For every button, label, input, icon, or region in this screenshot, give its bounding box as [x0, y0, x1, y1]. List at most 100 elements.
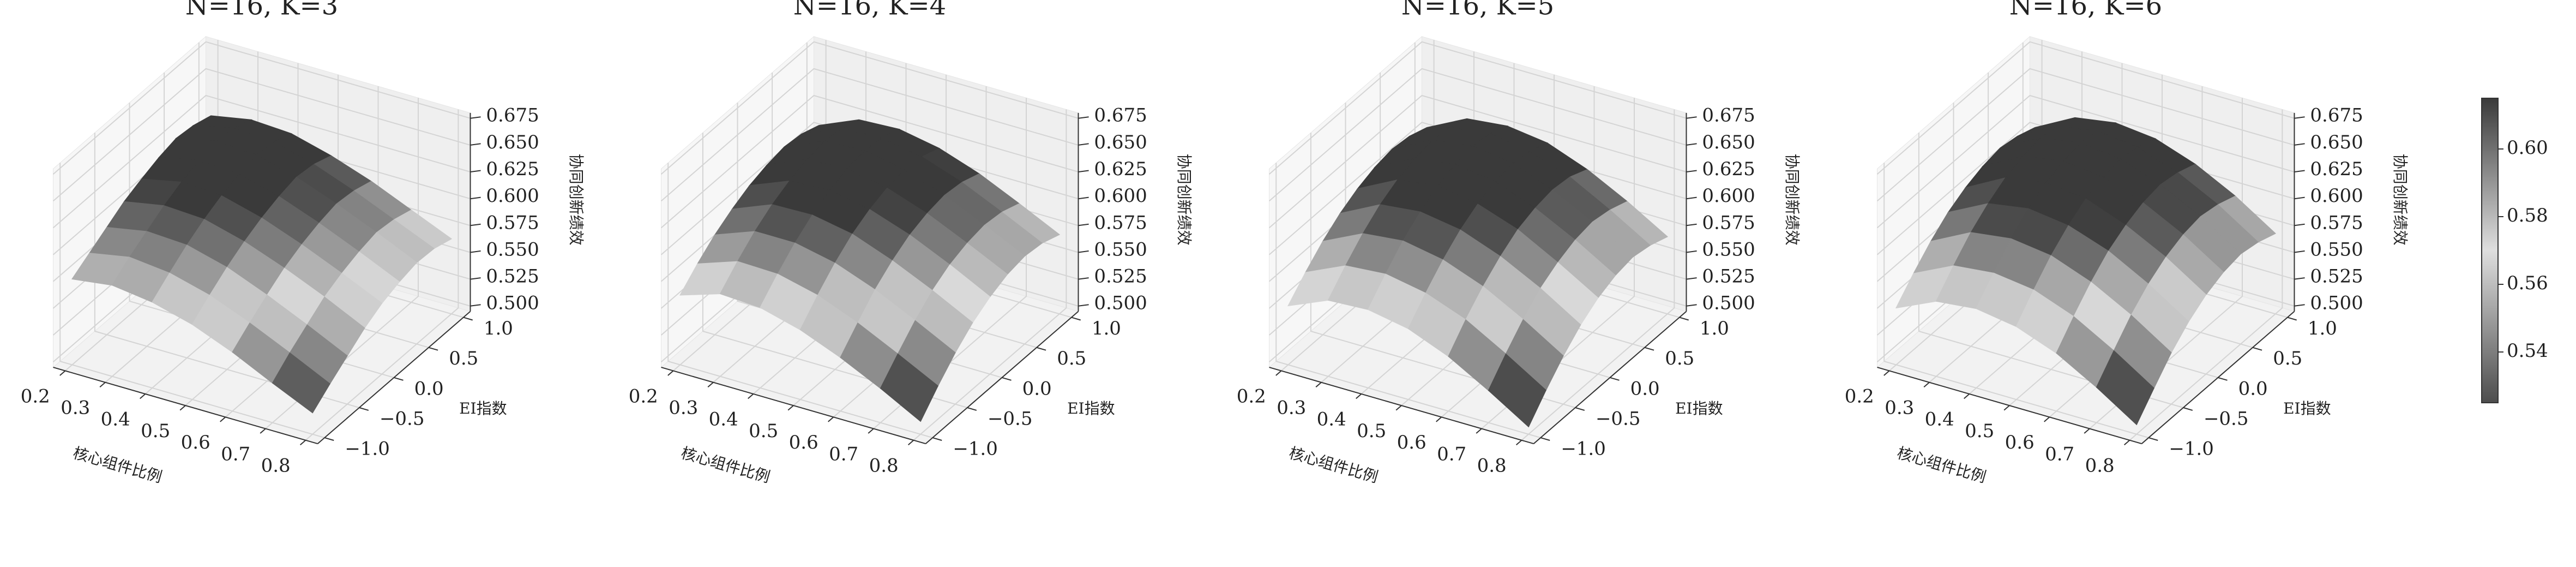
grid-line	[52, 41, 471, 175]
y-tick	[359, 407, 369, 411]
z-tick	[2294, 170, 2305, 172]
y-tick-label: 0.0	[1022, 378, 1052, 399]
x-tick-label: 0.3	[1885, 397, 1914, 419]
z-tick-label: 0.650	[1094, 132, 1147, 153]
z-tick-label: 0.650	[2310, 132, 2363, 153]
z-axis-label: 协同创新绩效	[2391, 154, 2409, 246]
z-tick	[1686, 116, 1697, 119]
y-tick-label: −1.0	[2169, 438, 2214, 459]
z-tick	[470, 143, 481, 146]
x-tick-label: 0.5	[1357, 420, 1386, 442]
grid-line	[660, 94, 1079, 229]
z-tick	[1686, 277, 1697, 280]
z-tick-label: 0.550	[1094, 238, 1147, 260]
y-tick	[1644, 347, 1654, 351]
x-tick	[220, 416, 226, 422]
x-tick	[1476, 428, 1482, 434]
grid-line	[1876, 41, 2295, 175]
y-tick-label: 1.0	[484, 318, 513, 339]
grid-line	[1268, 68, 1687, 202]
z-tick	[1078, 250, 1089, 253]
x-tick-label: 0.3	[1277, 397, 1306, 419]
y-tick	[2218, 377, 2228, 381]
z-tick	[470, 116, 481, 119]
y-tick	[1679, 317, 1689, 321]
z-tick-label: 0.550	[2310, 238, 2363, 260]
grid-line	[1876, 68, 2295, 202]
x-tick	[868, 428, 874, 434]
colorbar	[2481, 98, 2499, 403]
grid-line	[1275, 163, 1541, 439]
x-tick-label: 0.3	[669, 397, 698, 419]
y-tick	[967, 407, 977, 411]
x-tick	[1395, 405, 1402, 411]
grid-line	[1883, 163, 2149, 439]
z-axis-label: 协同创新绩效	[1175, 154, 1193, 246]
z-tick-label: 0.575	[2310, 212, 2363, 234]
x-tick-label: 0.7	[1437, 443, 1466, 465]
colorbar-tick-label: 0.58	[2507, 205, 2548, 226]
x-tick-label: 0.7	[2045, 443, 2074, 465]
z-tick-label: 0.550	[486, 238, 539, 260]
x-tick-label: 0.7	[829, 443, 858, 465]
z-tick	[1078, 170, 1089, 172]
z-axis-label: 协同创新绩效	[567, 154, 585, 246]
subplot: 0.20.30.40.50.60.70.8−1.0−0.50.00.51.00.…	[21, 0, 585, 486]
x-tick-label: 0.5	[749, 420, 778, 442]
x-tick-label: 0.2	[629, 385, 658, 407]
x-tick-label: 0.8	[261, 455, 291, 477]
x-tick-label: 0.5	[1965, 420, 1994, 442]
z-tick	[2294, 143, 2305, 146]
z-axis-label: 协同创新绩效	[1783, 154, 1801, 246]
y-tick-label: 0.5	[1057, 348, 1086, 369]
x-tick	[1436, 416, 1442, 422]
z-tick-label: 0.575	[1094, 212, 1147, 234]
subplot-title: N=16, K=6	[2009, 0, 2162, 21]
y-tick-label: 0.0	[414, 378, 444, 399]
z-tick	[1078, 223, 1089, 226]
y-tick-label: 0.5	[2273, 348, 2302, 369]
grid-line	[660, 122, 1079, 255]
x-tick-label: 0.8	[869, 455, 899, 477]
z-tick-label: 0.525	[1094, 266, 1147, 288]
subplot: 0.20.30.40.50.60.70.8−1.0−0.50.00.51.00.…	[1237, 0, 1801, 486]
z-tick-label: 0.675	[486, 105, 539, 127]
y-tick	[1575, 407, 1585, 411]
x-tick	[2084, 428, 2090, 434]
z-tick	[2294, 277, 2305, 280]
x-tick-label: 0.3	[61, 397, 90, 419]
y-tick	[1002, 377, 1012, 381]
y-tick	[428, 347, 438, 351]
x-tick	[787, 405, 794, 411]
z-tick-label: 0.600	[2310, 185, 2363, 207]
y-tick-label: −0.5	[988, 408, 1033, 429]
y-tick	[932, 437, 942, 441]
x-tick	[667, 370, 674, 376]
grid-line	[1268, 94, 1687, 229]
z-tick-label: 0.625	[2310, 158, 2363, 180]
grid-line	[913, 109, 1067, 441]
y-axis	[1533, 311, 1687, 444]
x-tick	[2044, 416, 2050, 422]
z-tick-label: 0.575	[1702, 212, 1755, 234]
y-tick-label: −1.0	[1561, 438, 1606, 459]
subplot-title: N=16, K=4	[793, 0, 946, 21]
y-tick-label: 0.5	[1665, 348, 1694, 369]
x-tick	[2003, 405, 2010, 411]
y-tick-label: −1.0	[345, 438, 390, 459]
x-tick-label: 0.5	[141, 420, 170, 442]
grid-line	[660, 68, 1079, 202]
y-tick-label: 0.0	[2238, 378, 2268, 399]
surface-cell	[2096, 350, 2154, 426]
z-tick-label: 0.500	[2310, 293, 2363, 314]
x-tick-label: 0.2	[1237, 385, 1266, 407]
y-tick-label: 1.0	[2308, 318, 2337, 339]
grid-line	[305, 109, 459, 441]
y-axis-label: EI指数	[1675, 399, 1723, 417]
y-axis	[925, 311, 1079, 444]
colorbar-tick-label: 0.54	[2507, 340, 2548, 362]
z-tick-label: 0.500	[486, 293, 539, 314]
grid-line	[2129, 109, 2283, 441]
grid-line	[1876, 94, 2295, 229]
